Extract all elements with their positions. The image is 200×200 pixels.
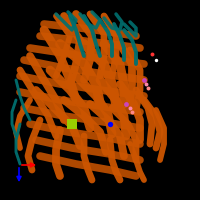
Point: [128, 106, 132, 110]
Point: [150, 52, 154, 56]
Point: [70, 122, 74, 126]
Point: [124, 102, 128, 106]
Point: [144, 82, 148, 86]
Point: [142, 78, 146, 82]
Point: [108, 122, 112, 126]
Point: [130, 110, 134, 114]
Point: [154, 58, 158, 62]
Point: [146, 86, 150, 90]
